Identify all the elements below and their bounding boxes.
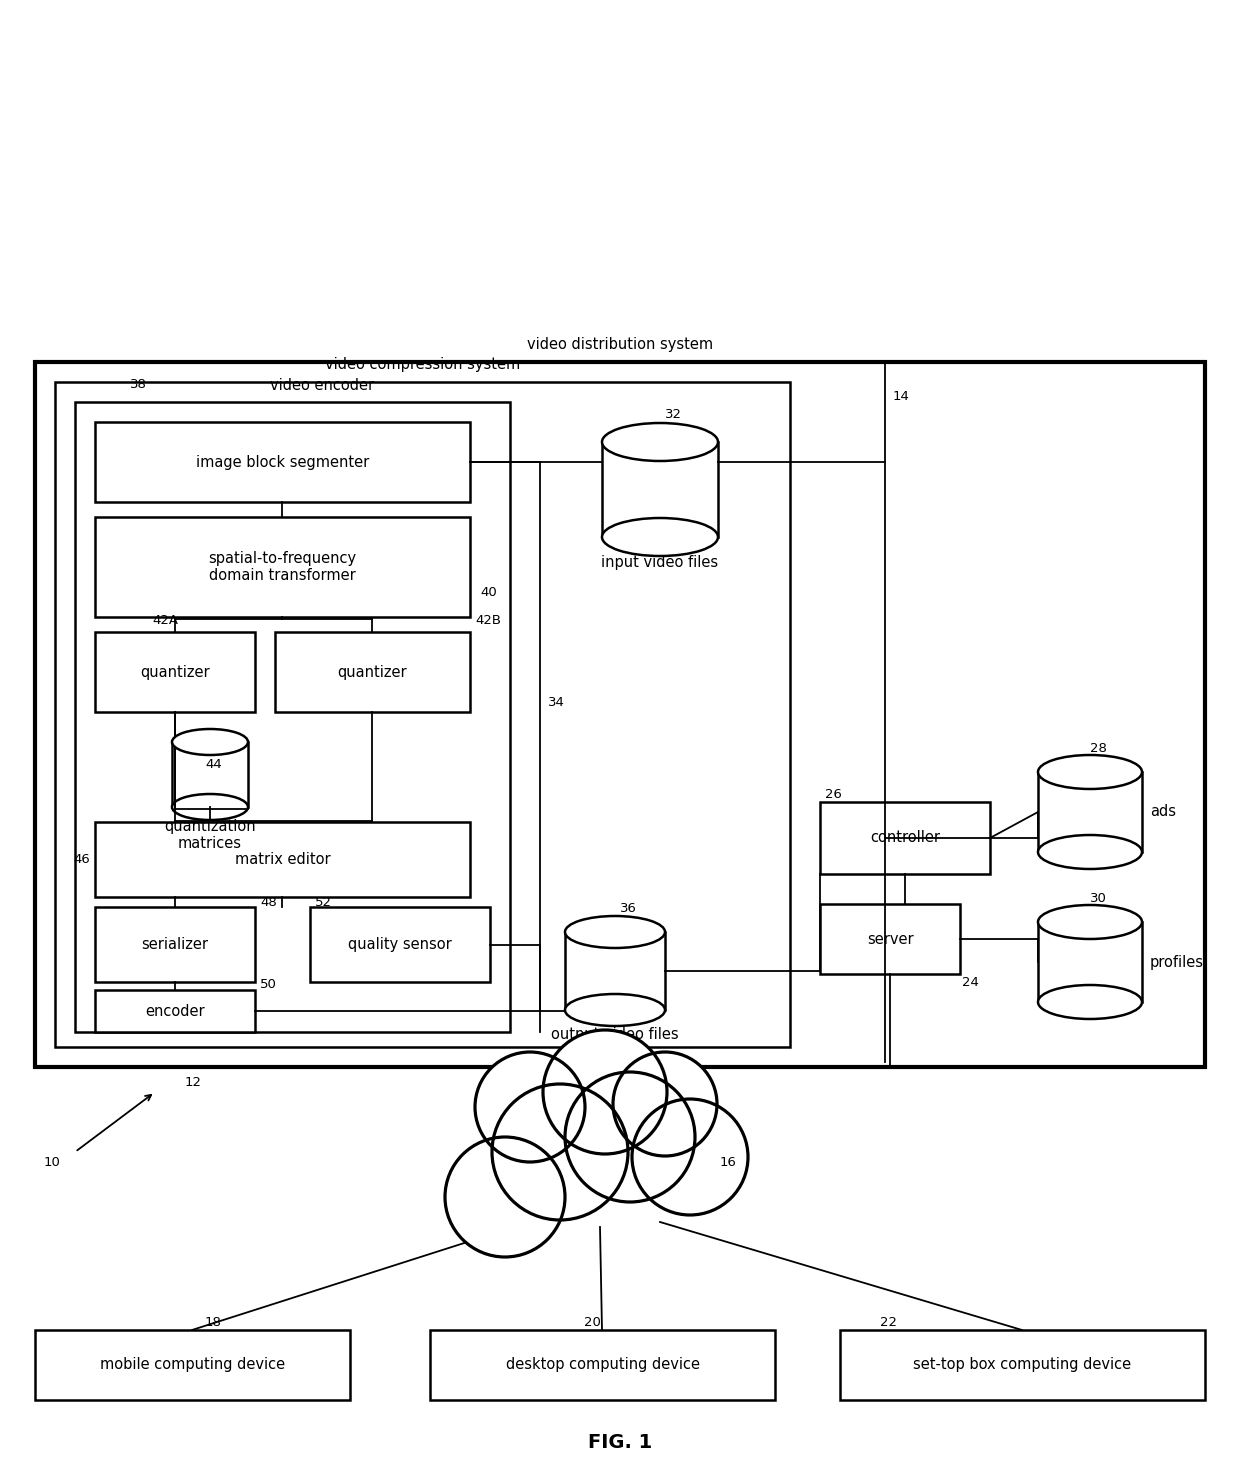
Text: 50: 50 bbox=[260, 978, 277, 991]
FancyBboxPatch shape bbox=[310, 906, 490, 982]
Text: ads: ads bbox=[1149, 804, 1176, 820]
FancyBboxPatch shape bbox=[820, 803, 990, 874]
Text: quantizer: quantizer bbox=[337, 665, 407, 680]
Ellipse shape bbox=[601, 423, 718, 461]
Text: quantizer: quantizer bbox=[140, 665, 210, 680]
Ellipse shape bbox=[1038, 905, 1142, 939]
Text: 32: 32 bbox=[665, 408, 682, 421]
Circle shape bbox=[613, 1053, 717, 1156]
Text: server: server bbox=[867, 931, 914, 946]
Text: controller: controller bbox=[870, 830, 940, 845]
Text: FIG. 1: FIG. 1 bbox=[588, 1433, 652, 1452]
FancyBboxPatch shape bbox=[35, 1330, 350, 1401]
Ellipse shape bbox=[1038, 985, 1142, 1019]
Text: input video files: input video files bbox=[601, 554, 718, 570]
Text: quantization
matrices: quantization matrices bbox=[164, 819, 255, 851]
Text: 22: 22 bbox=[880, 1316, 897, 1329]
Text: 46: 46 bbox=[73, 852, 91, 866]
FancyBboxPatch shape bbox=[839, 1330, 1205, 1401]
FancyBboxPatch shape bbox=[35, 363, 1205, 1067]
Text: profiles: profiles bbox=[1149, 955, 1204, 969]
Text: 14: 14 bbox=[893, 390, 910, 404]
Text: encoder: encoder bbox=[145, 1003, 205, 1019]
Text: 42B: 42B bbox=[475, 614, 501, 627]
FancyBboxPatch shape bbox=[55, 382, 790, 1047]
Text: 26: 26 bbox=[825, 788, 842, 801]
Text: video distribution system: video distribution system bbox=[527, 336, 713, 351]
FancyBboxPatch shape bbox=[95, 822, 470, 898]
Text: 38: 38 bbox=[130, 379, 146, 392]
Text: 44: 44 bbox=[205, 759, 222, 772]
Text: 12: 12 bbox=[185, 1076, 202, 1089]
Text: 16: 16 bbox=[720, 1155, 737, 1168]
Ellipse shape bbox=[1038, 835, 1142, 868]
Text: 10: 10 bbox=[43, 1155, 60, 1168]
Text: 52: 52 bbox=[315, 896, 332, 908]
Text: video encoder: video encoder bbox=[270, 377, 374, 392]
Ellipse shape bbox=[601, 518, 718, 556]
Text: video compression system: video compression system bbox=[325, 357, 520, 371]
Text: image block segmenter: image block segmenter bbox=[196, 455, 370, 469]
Text: desktop computing device: desktop computing device bbox=[506, 1358, 699, 1373]
FancyBboxPatch shape bbox=[95, 423, 470, 501]
Text: 24: 24 bbox=[962, 975, 978, 988]
FancyBboxPatch shape bbox=[430, 1330, 775, 1401]
Text: 36: 36 bbox=[620, 902, 637, 915]
FancyBboxPatch shape bbox=[275, 632, 470, 712]
Ellipse shape bbox=[172, 730, 248, 754]
Circle shape bbox=[445, 1137, 565, 1257]
Ellipse shape bbox=[565, 917, 665, 947]
Circle shape bbox=[475, 1053, 585, 1162]
Text: serializer: serializer bbox=[141, 937, 208, 952]
FancyBboxPatch shape bbox=[95, 518, 470, 617]
Circle shape bbox=[492, 1083, 627, 1219]
Text: mobile computing device: mobile computing device bbox=[100, 1358, 285, 1373]
Text: 40: 40 bbox=[480, 585, 497, 598]
Ellipse shape bbox=[1038, 754, 1142, 789]
FancyBboxPatch shape bbox=[95, 632, 255, 712]
Text: 28: 28 bbox=[1090, 741, 1107, 754]
Ellipse shape bbox=[565, 994, 665, 1026]
Circle shape bbox=[543, 1031, 667, 1154]
Text: 42A: 42A bbox=[153, 614, 179, 627]
Text: output video files: output video files bbox=[552, 1028, 678, 1042]
Text: spatial-to-frequency
domain transformer: spatial-to-frequency domain transformer bbox=[208, 551, 357, 583]
Ellipse shape bbox=[172, 794, 248, 820]
Text: quality sensor: quality sensor bbox=[348, 937, 451, 952]
Circle shape bbox=[632, 1099, 748, 1215]
Circle shape bbox=[565, 1072, 694, 1202]
Text: 48: 48 bbox=[260, 896, 277, 908]
Text: set-top box computing device: set-top box computing device bbox=[914, 1358, 1132, 1373]
Text: 18: 18 bbox=[205, 1316, 221, 1329]
FancyBboxPatch shape bbox=[74, 402, 510, 1032]
Text: matrix editor: matrix editor bbox=[234, 852, 330, 867]
FancyBboxPatch shape bbox=[95, 990, 255, 1032]
Text: 20: 20 bbox=[584, 1316, 601, 1329]
Text: 34: 34 bbox=[548, 696, 565, 709]
Text: 30: 30 bbox=[1090, 892, 1107, 905]
FancyBboxPatch shape bbox=[820, 904, 960, 974]
FancyBboxPatch shape bbox=[95, 906, 255, 982]
